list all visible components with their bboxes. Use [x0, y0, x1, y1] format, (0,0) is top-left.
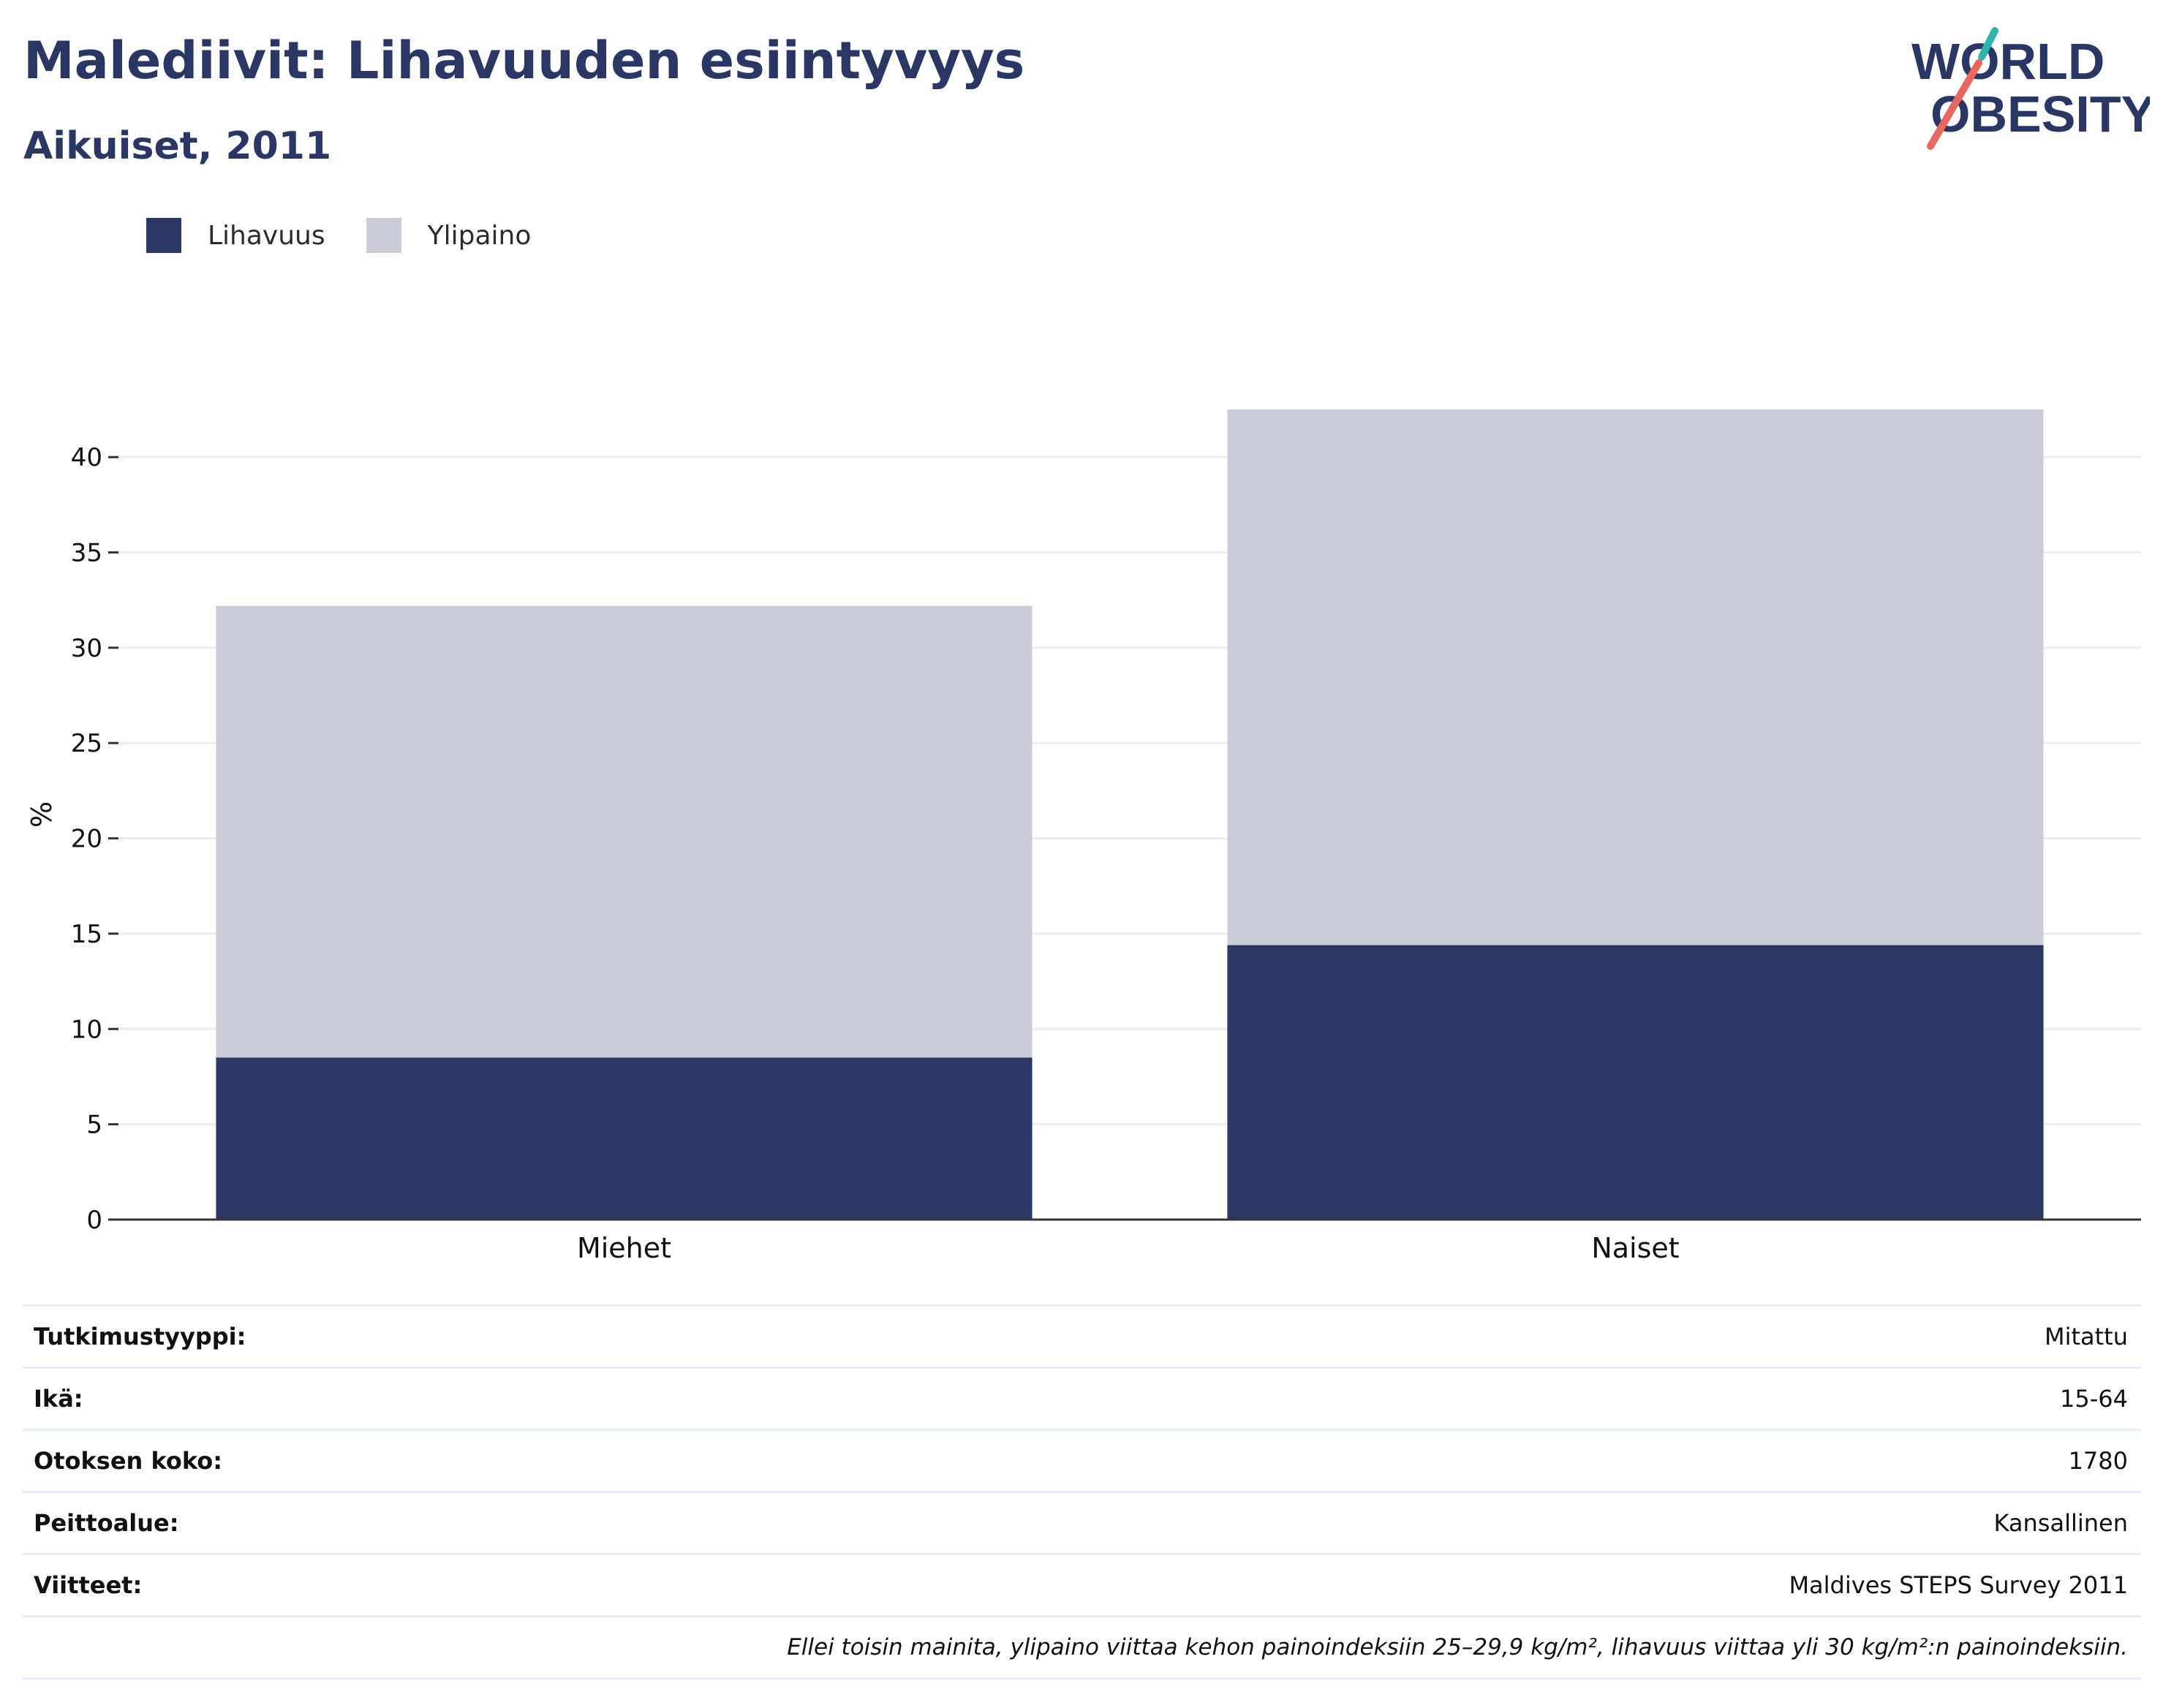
x-tick-label: Miehet — [577, 1232, 671, 1264]
info-value: 15-64 — [2060, 1385, 2128, 1413]
info-row: Tutkimustyyppi: Mitattu — [22, 1304, 2141, 1367]
info-label: Viitteet: — [34, 1571, 143, 1599]
info-value: 1780 — [2068, 1447, 2128, 1475]
y-tick-label: 20 — [71, 825, 102, 854]
y-tick-label: 0 — [86, 1206, 102, 1235]
logo-line1: WORLD — [1911, 33, 2105, 90]
stacked-bar-chart: 0 5 10 15 20 25 30 35 40% Miehet Naiset — [26, 409, 2141, 1264]
legend-item-overweight: Ylipaino — [366, 218, 532, 253]
info-row: Viitteet: Maldives STEPS Survey 2011 — [22, 1553, 2141, 1615]
info-label: Tutkimustyyppi: — [34, 1323, 246, 1350]
info-row: Otoksen koko: 1780 — [22, 1429, 2141, 1491]
chart-title: Malediivit: Lihavuuden esiintyvyys — [23, 31, 1025, 91]
x-tick-label: Naiset — [1591, 1232, 1679, 1264]
legend-swatch-obesity — [146, 218, 181, 253]
survey-info-table: Tutkimustyyppi: Mitattu Ikä: 15-64 Otoks… — [22, 1304, 2141, 1679]
world-obesity-logo: WORLD OBESITY — [1911, 27, 2150, 150]
info-value: Maldives STEPS Survey 2011 — [1789, 1571, 2128, 1599]
info-row: Ikä: 15-64 — [22, 1367, 2141, 1429]
chart-subtitle: Aikuiset, 2011 — [23, 124, 332, 168]
bar-overweight-naiset — [1227, 409, 2044, 945]
y-tick-label: 35 — [71, 539, 102, 568]
info-value: Kansallinen — [1993, 1509, 2128, 1537]
info-label: Peittoalue: — [34, 1509, 179, 1537]
bar-obesity-naiset — [1227, 945, 2044, 1220]
y-tick-label: 15 — [71, 920, 102, 949]
legend-label-overweight: Ylipaino — [427, 220, 532, 251]
info-row: Peittoalue: Kansallinen — [22, 1491, 2141, 1553]
bar-overweight-miehet — [216, 605, 1033, 1058]
legend-swatch-overweight — [366, 218, 401, 253]
info-label: Ikä: — [34, 1385, 83, 1413]
legend-label-obesity: Lihavuus — [208, 220, 325, 251]
y-axis-label: % — [26, 801, 58, 828]
bar-obesity-miehet — [216, 1057, 1033, 1220]
legend-item-obesity: Lihavuus — [146, 218, 325, 253]
y-tick-label: 25 — [71, 729, 102, 758]
info-value: Mitattu — [2044, 1323, 2128, 1350]
y-tick-label: 5 — [86, 1111, 102, 1140]
y-tick-label: 30 — [71, 634, 102, 663]
info-label: Otoksen koko: — [34, 1447, 223, 1475]
chart-legend: Lihavuus Ylipaino — [146, 216, 572, 254]
y-tick-label: 10 — [71, 1015, 102, 1044]
definition-note: Ellei toisin mainita, ylipaino viittaa k… — [22, 1615, 2141, 1679]
logo-line2: OBESITY — [1930, 86, 2150, 143]
y-tick-label: 40 — [71, 443, 102, 472]
